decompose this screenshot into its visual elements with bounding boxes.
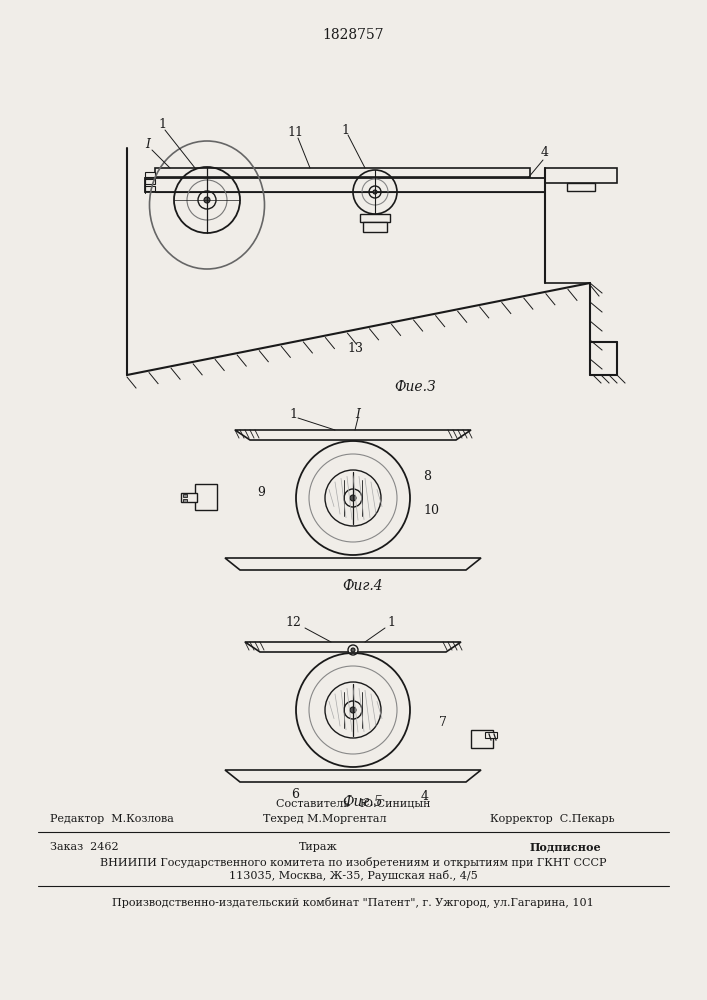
Circle shape <box>351 648 355 652</box>
Text: 13: 13 <box>347 342 363 355</box>
Bar <box>485 732 497 738</box>
Text: 8: 8 <box>423 470 431 483</box>
Text: Фиг.5: Фиг.5 <box>343 795 383 809</box>
Text: 113035, Москва, Ж-35, Раушская наб., 4/5: 113035, Москва, Ж-35, Раушская наб., 4/5 <box>228 870 477 881</box>
Polygon shape <box>225 558 481 570</box>
Text: 1: 1 <box>158 118 166 131</box>
Circle shape <box>350 707 356 713</box>
Polygon shape <box>225 770 481 782</box>
Text: 6: 6 <box>291 788 299 800</box>
Text: 1828757: 1828757 <box>322 28 384 42</box>
Circle shape <box>350 495 356 501</box>
Polygon shape <box>235 430 471 440</box>
Text: 4: 4 <box>541 146 549 159</box>
Polygon shape <box>245 642 461 652</box>
Text: 1: 1 <box>387 616 395 630</box>
Bar <box>183 499 187 502</box>
Bar <box>181 493 197 502</box>
Circle shape <box>204 197 210 203</box>
Text: ВНИИПИ Государственного комитета по изобретениям и открытиям при ГКНТ СССР: ВНИИПИ Государственного комитета по изоб… <box>100 857 606 868</box>
Text: 1: 1 <box>341 123 349 136</box>
Text: Составитель   Ю.Синицын: Составитель Ю.Синицын <box>276 798 431 808</box>
Bar <box>145 179 155 184</box>
Text: Фиг.4: Фиг.4 <box>343 579 383 593</box>
Text: I: I <box>356 408 361 420</box>
Text: Техред М.Моргентал: Техред М.Моргентал <box>263 814 387 824</box>
Bar <box>195 484 217 510</box>
Text: 10: 10 <box>423 504 439 516</box>
Text: Заказ  2462: Заказ 2462 <box>50 842 119 852</box>
Text: Редактор  М.Козлова: Редактор М.Козлова <box>50 814 174 824</box>
Bar <box>363 222 387 232</box>
Text: 11: 11 <box>287 126 303 139</box>
Bar <box>545 168 617 183</box>
Text: I: I <box>146 138 151 151</box>
Circle shape <box>348 645 358 655</box>
Bar <box>360 214 390 222</box>
Text: 12: 12 <box>285 616 301 630</box>
Text: 7: 7 <box>439 716 447 728</box>
Text: 9: 9 <box>257 487 265 499</box>
Text: Тираж: Тираж <box>298 842 337 852</box>
Circle shape <box>373 190 377 194</box>
Text: Фие.З: Фие.З <box>395 380 436 394</box>
Text: Производственно-издательский комбинат "Патент", г. Ужгород, ул.Гагарина, 101: Производственно-издательский комбинат "П… <box>112 897 594 908</box>
Bar <box>145 178 545 192</box>
Bar <box>145 186 155 191</box>
Bar <box>183 494 187 497</box>
Text: Корректор  С.Пекарь: Корректор С.Пекарь <box>490 814 614 824</box>
Bar <box>155 168 530 177</box>
Text: 1: 1 <box>289 408 297 420</box>
Text: Подписное: Подписное <box>529 842 601 853</box>
Text: 4: 4 <box>421 790 429 804</box>
Bar <box>471 730 493 748</box>
Bar <box>145 172 155 177</box>
Bar <box>567 183 595 191</box>
